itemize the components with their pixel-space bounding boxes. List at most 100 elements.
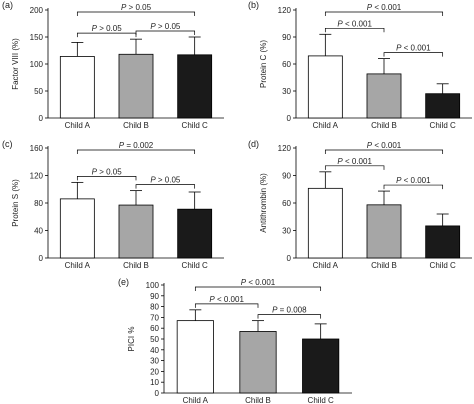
significance-bracket	[135, 30, 196, 35]
y-tick-label: 0	[39, 114, 44, 123]
y-tick-label: 20	[150, 367, 159, 376]
y-tick-label: 30	[150, 357, 159, 366]
bar-child-c	[177, 208, 213, 259]
y-tick-label: 120	[30, 172, 44, 181]
panel-label: (c)	[2, 139, 13, 149]
significance-bracket	[383, 52, 444, 57]
bar-child-b	[239, 331, 277, 394]
category-label: Child C	[430, 121, 456, 130]
bar-child-c	[425, 93, 461, 119]
p-value-label: P > 0.05	[92, 167, 123, 176]
y-tick-label: 0	[287, 114, 292, 123]
y-axis-label: Antithrombin (%)	[259, 173, 268, 233]
category-label: Child C	[430, 261, 456, 270]
panel-label: (e)	[118, 277, 129, 287]
bar-child-b	[118, 53, 154, 119]
y-axis-label: Factor VIII (%)	[11, 38, 20, 90]
bar-child-a	[59, 198, 95, 259]
panel-a: (a) 0 50 100 150 200 Factor VIII (%) Child A Chi…	[2, 0, 224, 130]
significance-bracket	[76, 11, 196, 16]
significance-bracket	[324, 11, 444, 16]
bar-child-c	[177, 54, 213, 119]
y-tick-label: 160	[30, 144, 44, 153]
category-label: Child B	[371, 121, 397, 130]
bar-child-a	[307, 55, 343, 119]
y-tick-label: 90	[150, 292, 159, 301]
p-value-label: P > 0.05	[150, 176, 181, 185]
panel-d: (d) 0 30 60 90 120 Antithrombin (%) Child A Chil…	[248, 139, 472, 270]
y-tick-label: 90	[282, 33, 291, 42]
y-tick-label: 60	[282, 199, 291, 208]
y-axis-label: Protein S (%)	[11, 179, 20, 227]
significance-bracket	[76, 176, 137, 181]
bar-child-a	[59, 56, 95, 119]
y-tick-label: 200	[30, 6, 44, 15]
category-label: Child C	[308, 396, 334, 404]
y-tick-label: 50	[150, 335, 159, 344]
y-tick-label: 90	[282, 172, 291, 181]
y-tick-label: 80	[150, 303, 159, 312]
category-label: Child C	[182, 261, 208, 270]
y-axis-label: Protein C (%)	[259, 40, 268, 88]
y-tick-label: 40	[150, 346, 159, 355]
y-tick-label: 30	[282, 87, 291, 96]
bar-child-b	[118, 204, 154, 259]
y-tick-label: 70	[150, 313, 159, 322]
significance-bracket	[324, 27, 385, 33]
significance-bracket	[135, 184, 196, 189]
y-tick-label: 60	[282, 60, 291, 69]
panel-c: (c) 0 40 80 120 160 Protein S (%) Child A Child …	[2, 139, 224, 270]
p-value-label: P = 0.002	[119, 141, 154, 150]
significance-bracket	[194, 286, 322, 291]
significance-bracket	[324, 149, 444, 154]
p-value-label: P < 0.001	[396, 44, 431, 53]
y-axis-label: PICI %	[127, 327, 136, 352]
panel-label: (d)	[248, 139, 259, 149]
significance-bracket	[324, 165, 385, 170]
y-tick-label: 120	[278, 6, 292, 15]
significance-bracket	[194, 303, 259, 308]
y-tick-label: 60	[150, 324, 159, 333]
p-value-label: P < 0.001	[241, 278, 276, 287]
p-value-label: P > 0.05	[150, 22, 181, 31]
panel-label: (a)	[2, 0, 13, 10]
category-label: Child A	[65, 121, 91, 130]
p-value-label: P < 0.001	[337, 157, 372, 166]
y-tick-label: 150	[30, 33, 44, 42]
category-label: Child A	[65, 261, 91, 270]
p-value-label: P < 0.001	[367, 141, 402, 150]
y-tick-label: 0	[287, 254, 292, 263]
y-tick-label: 80	[34, 199, 43, 208]
bar-child-b	[366, 204, 402, 259]
category-label: Child C	[182, 121, 208, 130]
category-label: Child B	[123, 261, 149, 270]
p-value-label: P < 0.001	[367, 3, 402, 12]
category-label: Child B	[371, 261, 397, 270]
panel-label: (b)	[248, 0, 259, 10]
bar-child-a	[307, 187, 343, 259]
p-value-label: P = 0.008	[272, 306, 307, 315]
category-label: Child B	[123, 121, 149, 130]
bar-child-b	[366, 73, 402, 119]
category-label: Child A	[313, 261, 339, 270]
panel-b: (b) 0 30 60 90 120 Protein C (%) Child A Child B…	[248, 0, 472, 130]
p-value-label: P > 0.05	[121, 3, 152, 12]
category-label: Child A	[313, 121, 339, 130]
p-value-label: P < 0.001	[337, 19, 372, 28]
significance-bracket	[76, 149, 196, 154]
y-tick-label: 50	[34, 87, 43, 96]
y-tick-label: 10	[150, 378, 159, 387]
y-tick-label: 120	[278, 144, 292, 153]
bar-child-c	[425, 225, 461, 259]
category-label: Child B	[245, 396, 271, 404]
y-tick-label: 100	[30, 60, 44, 69]
significance-bracket	[383, 184, 444, 190]
significance-bracket	[257, 314, 322, 319]
y-tick-label: 30	[282, 227, 291, 236]
p-value-label: P < 0.001	[396, 176, 431, 185]
bar-child-c	[302, 338, 340, 394]
y-tick-label: 0	[155, 389, 160, 398]
p-value-label: P > 0.05	[92, 24, 123, 33]
